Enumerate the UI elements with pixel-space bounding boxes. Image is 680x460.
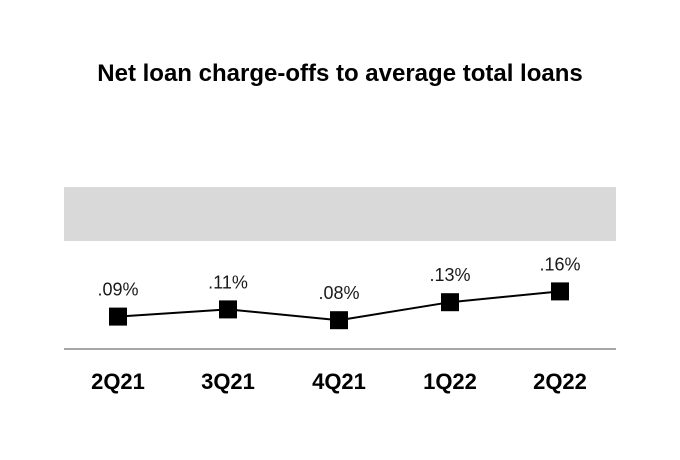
data-labels-group: .09% .11% .08% .13% .16% (97, 254, 580, 303)
x-tick-labels-group: 2Q21 3Q21 4Q21 1Q22 2Q22 (91, 369, 587, 394)
data-label: .11% (208, 272, 248, 292)
markers-group (109, 282, 569, 330)
data-point-marker (330, 311, 348, 330)
x-tick-label: 2Q21 (91, 369, 145, 394)
x-tick-label: 1Q22 (423, 369, 477, 394)
data-point-marker (219, 300, 237, 319)
data-label: .09% (97, 280, 138, 300)
chart-title: Net loan charge-offs to average total lo… (97, 60, 583, 87)
data-point-marker (441, 293, 459, 312)
x-tick-label: 3Q21 (201, 369, 255, 394)
shaded-band (64, 187, 616, 241)
data-label: .08% (318, 283, 359, 303)
data-label: .16% (539, 254, 580, 274)
data-point-marker (109, 307, 127, 326)
data-point-marker (551, 282, 569, 301)
data-label: .13% (429, 265, 470, 285)
x-tick-label: 4Q21 (312, 369, 366, 394)
x-tick-label: 2Q22 (533, 369, 587, 394)
